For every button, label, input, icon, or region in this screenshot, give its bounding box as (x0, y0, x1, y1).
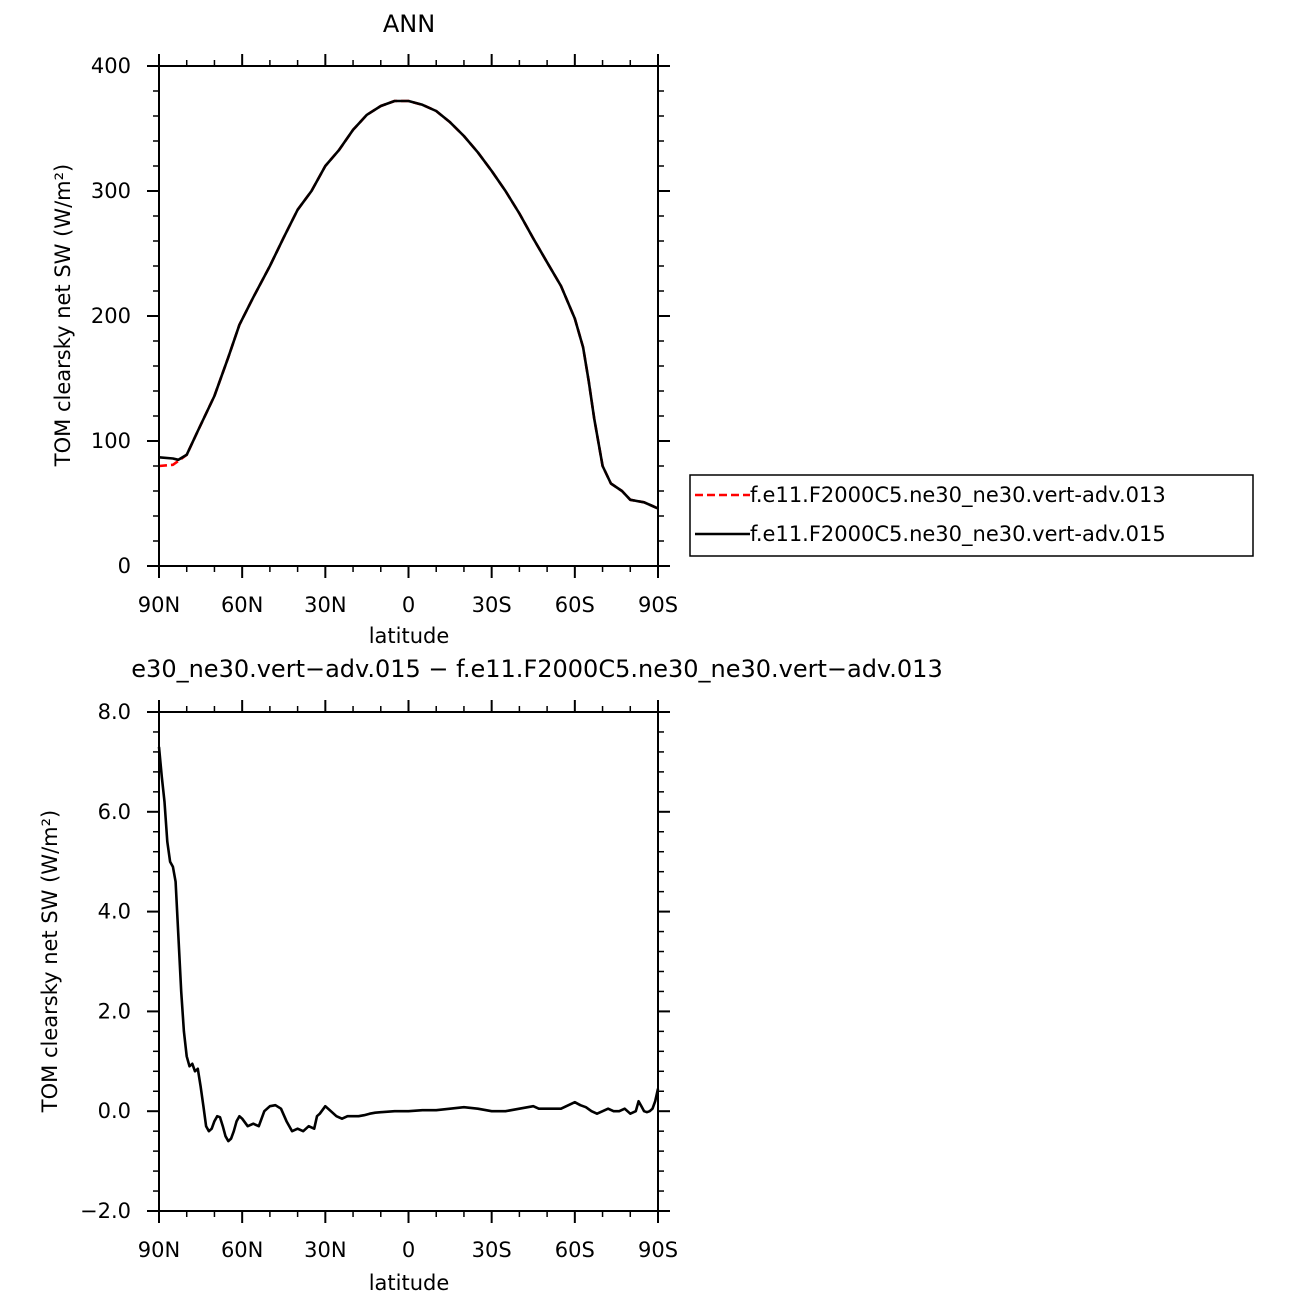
legend-label-015: f.e11.F2000C5.ne30_ne30.vert-adv.015 (750, 522, 1166, 547)
top-series-line-0 (158, 99, 659, 510)
bottom-ytick-label: 8.0 (98, 700, 131, 724)
top-xtick-label: 60S (555, 593, 595, 617)
bottom-xtick-label: 0 (402, 1238, 415, 1262)
bottom-plot-frame (158, 711, 659, 1212)
bottom-xtick-label: 60S (555, 1238, 595, 1262)
legend: f.e11.F2000C5.ne30_ne30.vert-adv.013 f.e… (689, 474, 1254, 557)
top-ytick-label: 0 (118, 554, 131, 578)
bottom-ytick-label: 6.0 (98, 800, 131, 824)
top-ytick-label: 300 (91, 179, 131, 203)
bottom-xtick-label: 60N (221, 1238, 263, 1262)
top-panel-ylabel: TOM clearsky net SW (W/m²) (51, 164, 75, 467)
top-xtick-label: 60N (221, 593, 263, 617)
top-ytick-label: 200 (91, 304, 131, 328)
top-xtick-label: 90S (638, 593, 678, 617)
top-series-line-1 (158, 99, 659, 510)
bottom-xtick-label: 90S (638, 1238, 678, 1262)
legend-box (689, 474, 1254, 557)
bottom-xtick-label: 30N (304, 1238, 346, 1262)
top-xtick-label: 30S (472, 593, 512, 617)
bottom-xtick-label: 90N (138, 1238, 180, 1262)
bottom-ytick-label: −2.0 (80, 1199, 131, 1223)
bottom-ytick-label: 4.0 (98, 900, 131, 924)
top-panel-title: ANN (383, 10, 435, 38)
top-plot-area: 0 100 200 300 400 90N 60N 30N 0 30S 60S 90S (91, 54, 678, 617)
bottom-panel-ylabel: TOM clearsky net SW (W/m²) (38, 810, 62, 1113)
top-plot-frame (158, 65, 659, 567)
bottom-plot-area: −2.0 0.0 2.0 4.0 6.0 8.0 90N 60N 30N 0 30S 60S 90S (80, 700, 678, 1262)
bottom-series-line-0 (157, 746, 660, 1143)
top-panel-xlabel: latitude (369, 624, 450, 648)
bottom-ytick-label: 0.0 (98, 1099, 131, 1123)
bottom-panel-title: e30_ne30.vert−adv.015 − f.e11.F2000C5.ne… (131, 655, 942, 683)
top-xtick-label: 30N (304, 593, 346, 617)
top-panel: ANN 0 100 200 300 400 90N 60N 30N 0 30S 60S 90S lat… (51, 10, 678, 648)
top-xtick-label: 0 (402, 593, 415, 617)
bottom-xtick-label: 30S (472, 1238, 512, 1262)
top-ytick-label: 100 (91, 429, 131, 453)
top-ytick-label: 400 (91, 54, 131, 78)
bottom-panel-xlabel: latitude (369, 1271, 450, 1295)
bottom-ytick-label: 2.0 (98, 999, 131, 1023)
top-xtick-label: 90N (138, 593, 180, 617)
legend-label-013: f.e11.F2000C5.ne30_ne30.vert-adv.013 (750, 483, 1166, 508)
bottom-panel: e30_ne30.vert−adv.015 − f.e11.F2000C5.ne… (38, 655, 943, 1295)
